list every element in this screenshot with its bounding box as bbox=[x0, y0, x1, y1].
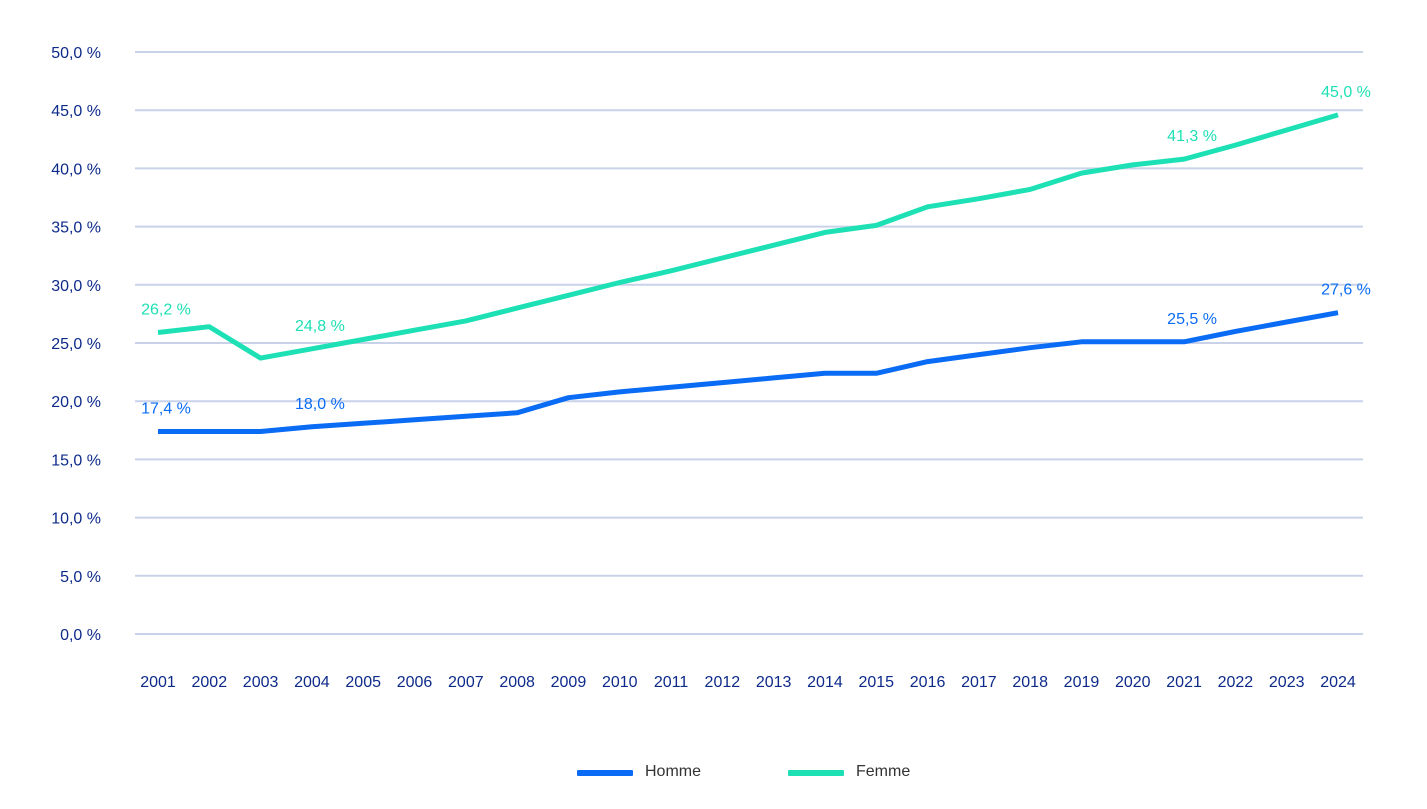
series-lines bbox=[157, 112, 1339, 434]
x-tick-label: 2014 bbox=[807, 674, 843, 691]
x-tick-label: 2018 bbox=[1012, 674, 1048, 691]
data-label-homme: 25,5 % bbox=[1167, 311, 1217, 328]
y-tick-label: 25,0 % bbox=[51, 336, 101, 353]
x-tick-label: 2017 bbox=[961, 674, 997, 691]
data-label-homme: 18,0 % bbox=[295, 396, 345, 413]
x-tick-label: 2005 bbox=[345, 674, 381, 691]
y-axis: 0,0 % 5,0 % 10,0 % 15,0 % 20,0 % 25,0 % 30,0 %… bbox=[51, 45, 101, 644]
x-tick-label: 2015 bbox=[858, 674, 894, 691]
data-label-homme: 27,6 % bbox=[1321, 282, 1371, 299]
legend-swatch-femme bbox=[788, 770, 844, 776]
x-tick-label: 2023 bbox=[1269, 674, 1305, 691]
data-label-femme: 45,0 % bbox=[1321, 84, 1371, 101]
y-tick-label: 15,0 % bbox=[51, 452, 101, 469]
y-tick-label: 35,0 % bbox=[51, 220, 101, 237]
x-tick-label: 2004 bbox=[294, 674, 330, 691]
x-tick-label: 2008 bbox=[499, 674, 535, 691]
x-axis: 2001 2002 2003 2004 2005 2006 2007 2008 2009 2010… bbox=[140, 674, 1356, 691]
y-tick-label: 5,0 % bbox=[60, 569, 101, 586]
x-tick-label: 2021 bbox=[1166, 674, 1202, 691]
y-tick-label: 10,0 % bbox=[51, 511, 101, 528]
data-label-femme: 24,8 % bbox=[295, 318, 345, 335]
series-line-homme[interactable] bbox=[158, 310, 1339, 434]
data-label-femme: 26,2 % bbox=[141, 302, 191, 319]
x-tick-label: 2003 bbox=[243, 674, 279, 691]
x-tick-label: 2009 bbox=[551, 674, 587, 691]
data-labels: 17,4 % 18,0 % 25,5 % 27,6 % 26,2 % 24,8 % 41,3… bbox=[141, 84, 1371, 418]
x-tick-label: 2022 bbox=[1218, 674, 1254, 691]
y-tick-label: 0,0 % bbox=[60, 627, 101, 644]
y-tick-label: 50,0 % bbox=[51, 45, 101, 62]
data-label-femme: 41,3 % bbox=[1167, 128, 1217, 145]
y-tick-label: 20,0 % bbox=[51, 394, 101, 411]
y-tick-label: 40,0 % bbox=[51, 161, 101, 178]
data-label-homme: 17,4 % bbox=[141, 400, 191, 417]
legend-swatch-homme bbox=[577, 770, 633, 776]
x-tick-label: 2013 bbox=[756, 674, 792, 691]
line-chart: 0,0 % 5,0 % 10,0 % 15,0 % 20,0 % 25,0 % 30,0 %… bbox=[51, 45, 1371, 691]
x-tick-label: 2007 bbox=[448, 674, 484, 691]
legend: Homme Femme bbox=[0, 760, 1427, 786]
legend-label-femme: Femme bbox=[856, 763, 911, 780]
series-line-femme[interactable] bbox=[157, 112, 1339, 361]
x-tick-label: 2001 bbox=[140, 674, 176, 691]
x-tick-label: 2010 bbox=[602, 674, 638, 691]
x-tick-label: 2002 bbox=[192, 674, 228, 691]
y-tick-label: 30,0 % bbox=[51, 278, 101, 295]
x-tick-label: 2012 bbox=[705, 674, 741, 691]
x-tick-label: 2011 bbox=[654, 674, 689, 691]
x-tick-label: 2020 bbox=[1115, 674, 1151, 691]
x-tick-label: 2006 bbox=[397, 674, 433, 691]
x-tick-label: 2024 bbox=[1320, 674, 1356, 691]
x-tick-label: 2016 bbox=[910, 674, 946, 691]
y-tick-label: 45,0 % bbox=[51, 103, 101, 120]
legend-label-homme: Homme bbox=[645, 763, 702, 780]
x-tick-label: 2019 bbox=[1064, 674, 1100, 691]
